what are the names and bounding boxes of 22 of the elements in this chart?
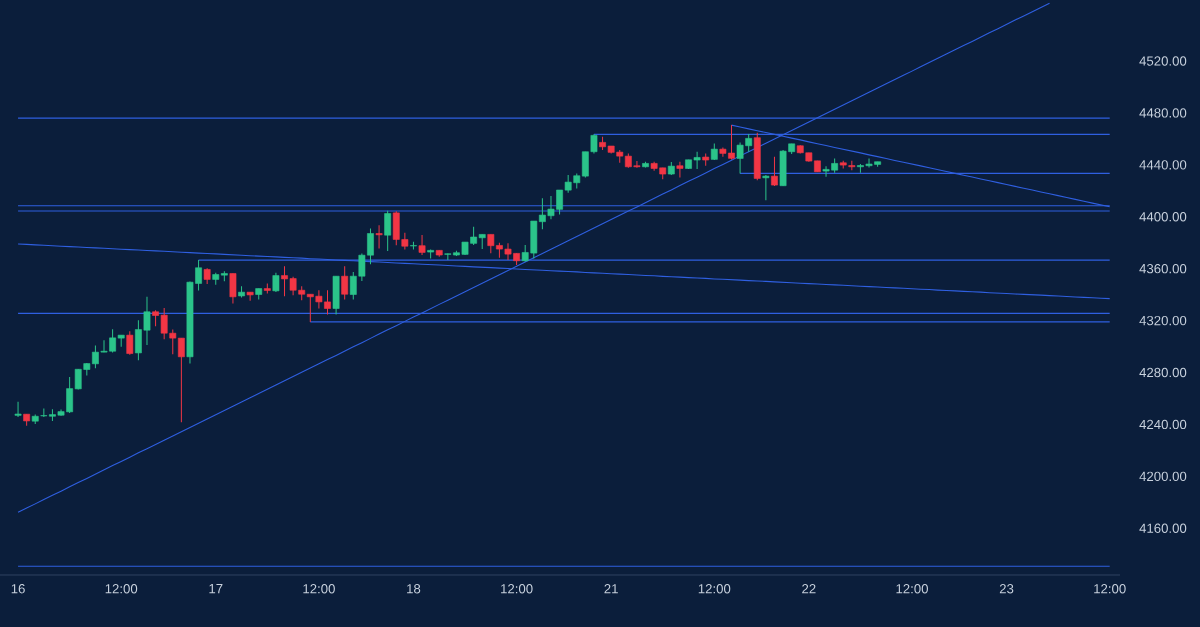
x-tick-label: 12:00 bbox=[105, 584, 138, 594]
y-tick-label: 4200.00 bbox=[1139, 471, 1187, 482]
x-tick-label: 12:00 bbox=[896, 584, 929, 594]
x-tick-label: 12:00 bbox=[303, 584, 335, 594]
y-tick-label: 4240.00 bbox=[1139, 419, 1187, 430]
x-tick-label: 23 bbox=[999, 584, 1014, 594]
y-tick-label: 4280.00 bbox=[1139, 367, 1187, 378]
y-tick-label: 4440.00 bbox=[1139, 160, 1187, 170]
x-tick-label: 12:00 bbox=[501, 584, 533, 594]
x-tick-label: 21 bbox=[604, 584, 618, 594]
y-tick-label: 4480.00 bbox=[1139, 108, 1187, 118]
x-tick-label: 16 bbox=[11, 584, 25, 594]
y-tick-label: 4160.00 bbox=[1139, 523, 1187, 533]
x-tick-label: 18 bbox=[407, 584, 421, 594]
x-tick-label: 12:00 bbox=[1094, 584, 1126, 594]
y-tick-label: 4360.00 bbox=[1139, 264, 1187, 274]
y-tick-label: 4320.00 bbox=[1139, 315, 1187, 326]
y-tick-label: 4400.00 bbox=[1139, 212, 1187, 222]
x-tick-label: 12:00 bbox=[698, 584, 731, 594]
x-tick-label: 22 bbox=[802, 584, 816, 594]
y-tick-label: 4520.00 bbox=[1139, 56, 1187, 66]
x-tick-label: 17 bbox=[209, 584, 223, 594]
